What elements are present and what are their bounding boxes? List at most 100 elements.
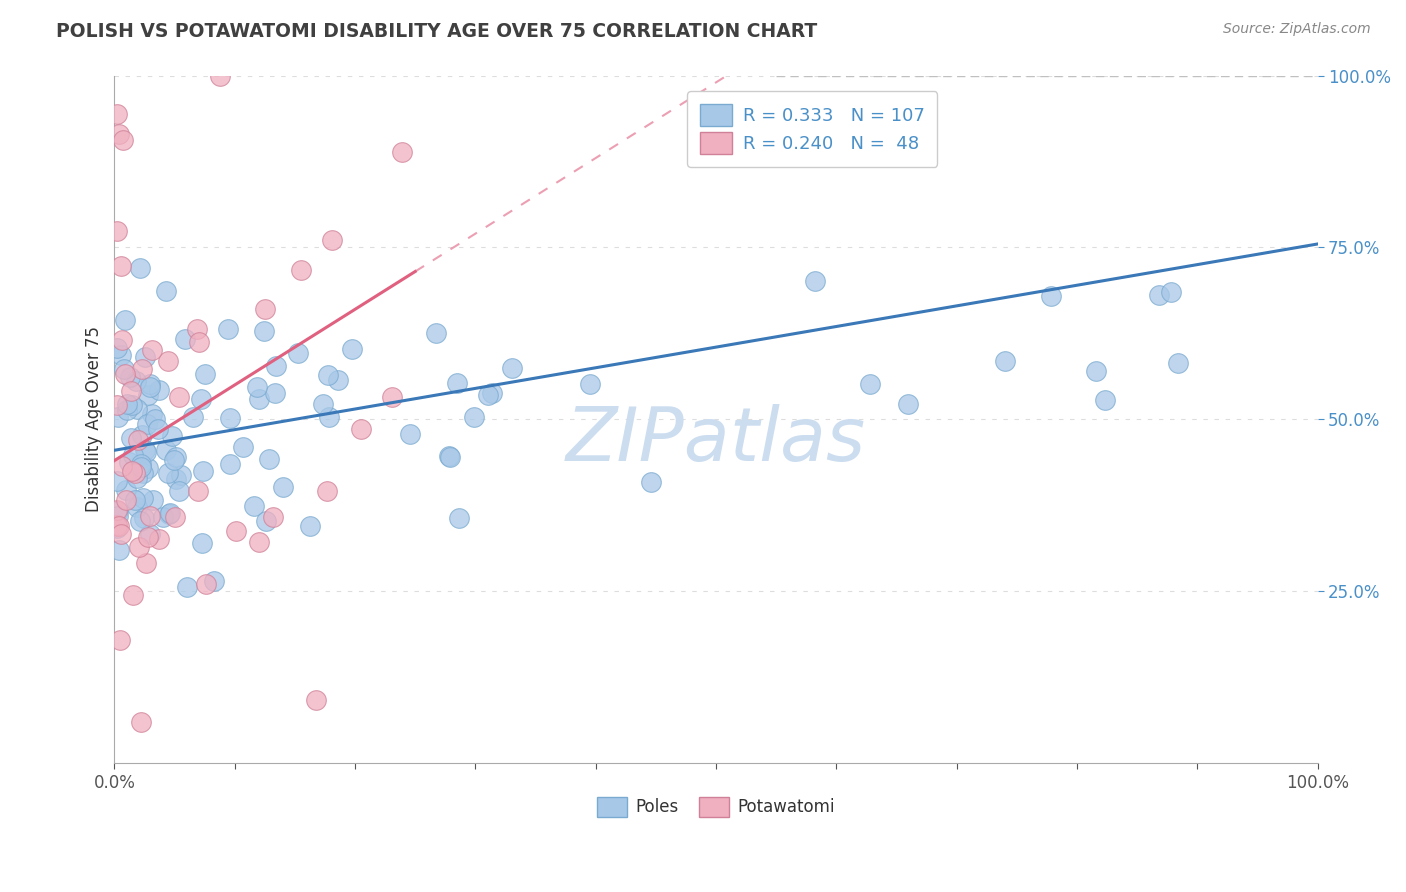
Point (132, 491, 155, 506)
Point (381, 390, 404, 404)
Point (640, 475, 662, 490)
Point (110, 348, 132, 362)
Point (157, 354, 180, 368)
Point (125, 374, 148, 388)
Point (136, 461, 159, 475)
Point (124, 493, 146, 508)
Point (131, 362, 153, 376)
Point (121, 448, 143, 462)
Point (118, 455, 141, 469)
Point (173, 332, 195, 346)
Point (191, 536, 214, 550)
Point (190, 392, 212, 406)
Point (263, 510, 285, 524)
Point (425, 326, 447, 340)
Point (115, 493, 138, 508)
Point (247, 535, 270, 549)
Point (108, 519, 131, 533)
Point (312, 397, 335, 411)
Point (121, 464, 143, 478)
Point (391, 145, 413, 159)
Point (143, 412, 166, 426)
Point (111, 334, 134, 348)
Point (115, 483, 138, 497)
Point (994, 354, 1017, 368)
Point (108, 543, 131, 558)
Point (127, 402, 149, 417)
Point (578, 377, 600, 392)
Point (105, 341, 128, 355)
Point (253, 301, 276, 316)
Point (120, 384, 142, 398)
Point (247, 392, 270, 406)
Point (287, 346, 309, 360)
Point (138, 509, 160, 524)
Point (148, 532, 170, 546)
Point (326, 373, 349, 387)
Point (152, 510, 174, 524)
Point (105, 474, 128, 488)
Point (139, 376, 162, 391)
Point (169, 390, 191, 404)
Point (142, 493, 165, 508)
Point (264, 359, 287, 373)
Point (447, 511, 470, 525)
Point (136, 387, 159, 401)
Point (1160, 285, 1182, 300)
Point (135, 417, 157, 431)
Point (127, 433, 149, 447)
Point (134, 351, 156, 365)
Point (107, 410, 129, 425)
Point (437, 449, 460, 463)
Point (176, 580, 198, 594)
Point (105, 399, 128, 413)
Point (501, 360, 523, 375)
Text: ZIPatlas: ZIPatlas (567, 404, 866, 476)
Point (134, 443, 156, 458)
Point (159, 507, 181, 521)
Point (218, 410, 240, 425)
Point (264, 385, 287, 400)
Point (259, 452, 281, 467)
Point (321, 232, 343, 246)
Point (246, 380, 269, 394)
Point (105, 521, 128, 535)
Point (105, 517, 128, 532)
Point (141, 408, 163, 422)
Point (187, 484, 209, 499)
Text: POLISH VS POTAWATOMI DISABILITY AGE OVER 75 CORRELATION CHART: POLISH VS POTAWATOMI DISABILITY AGE OVER… (56, 22, 817, 41)
Point (399, 427, 422, 442)
Point (165, 450, 187, 464)
Point (446, 376, 468, 391)
Point (157, 507, 180, 521)
Point (477, 388, 499, 402)
Y-axis label: Disability Age Over 75: Disability Age Over 75 (86, 326, 103, 512)
Point (160, 429, 183, 443)
Point (129, 457, 152, 471)
Point (290, 263, 312, 277)
Point (186, 322, 208, 336)
Point (318, 410, 340, 425)
Text: Source: ZipAtlas.com: Source: ZipAtlas.com (1223, 22, 1371, 37)
Point (181, 410, 204, 425)
Point (131, 428, 153, 442)
Point (305, 693, 328, 707)
Point (120, 431, 142, 445)
Point (121, 398, 143, 412)
Point (209, 69, 232, 83)
Point (132, 466, 155, 480)
Point (155, 284, 177, 298)
Point (107, 504, 129, 518)
Point (128, 540, 150, 554)
Point (217, 322, 239, 336)
Point (225, 524, 247, 539)
Point (129, 514, 152, 528)
Point (803, 274, 825, 288)
Point (439, 450, 461, 464)
Point (139, 527, 162, 541)
Point (141, 343, 163, 358)
Point (232, 440, 254, 454)
Point (316, 484, 339, 499)
Point (195, 577, 218, 591)
Point (112, 362, 135, 376)
